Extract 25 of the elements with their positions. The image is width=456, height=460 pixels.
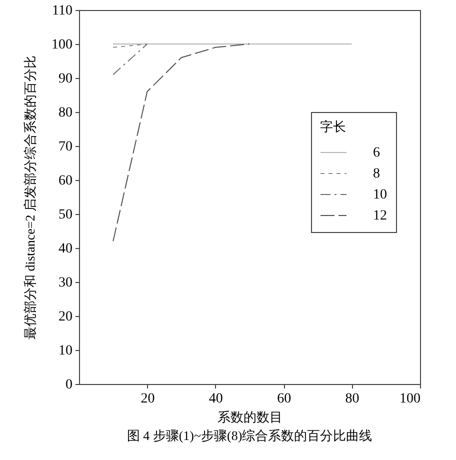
y-axis-title: 最优部分和 distance=2 启发部分综合系数的百分比	[22, 56, 38, 340]
x-tick-label: 100	[400, 392, 420, 406]
x-tick-label: 60	[277, 392, 292, 406]
x-axis-title: 系数的数目	[218, 410, 282, 424]
y-tick-label: 10	[58, 344, 72, 358]
legend-label: 10	[373, 188, 387, 202]
y-tick-label: 90	[58, 72, 72, 86]
y-tick-label: 30	[58, 276, 72, 290]
y-tick-label: 0	[66, 378, 72, 392]
caption: 图 4 步骤(1)~步骤(8)综合系数的百分比曲线	[126, 428, 372, 443]
legend-label: 8	[373, 166, 380, 182]
y-tick-label: 20	[58, 310, 72, 324]
y-tick-label: 80	[58, 106, 72, 120]
legend-label: 12	[373, 208, 387, 224]
y-tick-label: 100	[52, 38, 72, 52]
y-tick-label: 40	[58, 242, 72, 256]
legend-title: 字长	[320, 119, 346, 134]
x-tick-label: 80	[345, 392, 360, 406]
legend-label: 6	[373, 146, 380, 160]
y-tick-label: 110	[52, 4, 72, 18]
y-tick-label: 50	[58, 208, 72, 222]
x-tick-label: 40	[208, 392, 223, 406]
x-tick-label: 20	[140, 392, 155, 406]
y-tick-label: 60	[58, 174, 72, 188]
y-tick-label: 70	[58, 140, 72, 154]
